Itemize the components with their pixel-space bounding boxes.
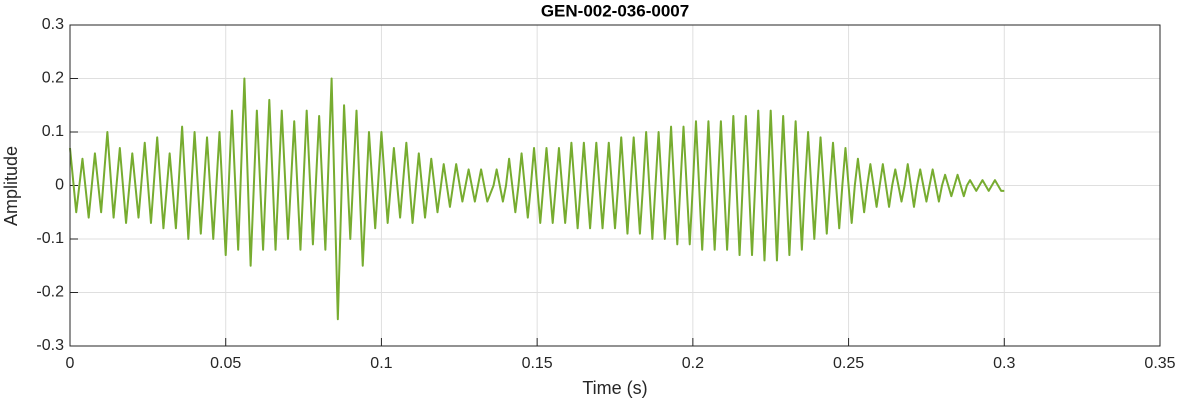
y-tick-label: 0 (55, 177, 64, 194)
y-tick-label: 0.1 (42, 123, 64, 140)
x-tick-label: 0.2 (682, 355, 704, 372)
y-tick-label: -0.1 (36, 230, 64, 247)
y-tick-label: -0.3 (36, 337, 64, 354)
y-tick-label: 0.3 (42, 16, 64, 33)
x-tick-label: 0.15 (522, 355, 553, 372)
x-tick-label: 0.3 (993, 355, 1015, 372)
x-tick-label: 0.25 (833, 355, 864, 372)
x-tick-label: 0.1 (370, 355, 392, 372)
y-axis-label: Amplitude (1, 146, 21, 226)
chart-title: GEN-002-036-0007 (541, 1, 689, 20)
y-tick-label: 0.2 (42, 70, 64, 87)
waveform-line (69, 77, 1005, 321)
x-tick-label: 0.35 (1144, 355, 1175, 372)
x-tick-label: 0.05 (210, 355, 241, 372)
x-tick-label: 0 (66, 355, 75, 372)
x-axis-label: Time (s) (582, 378, 647, 398)
y-tick-label: -0.2 (36, 284, 64, 301)
plot-frame (69, 24, 1161, 347)
